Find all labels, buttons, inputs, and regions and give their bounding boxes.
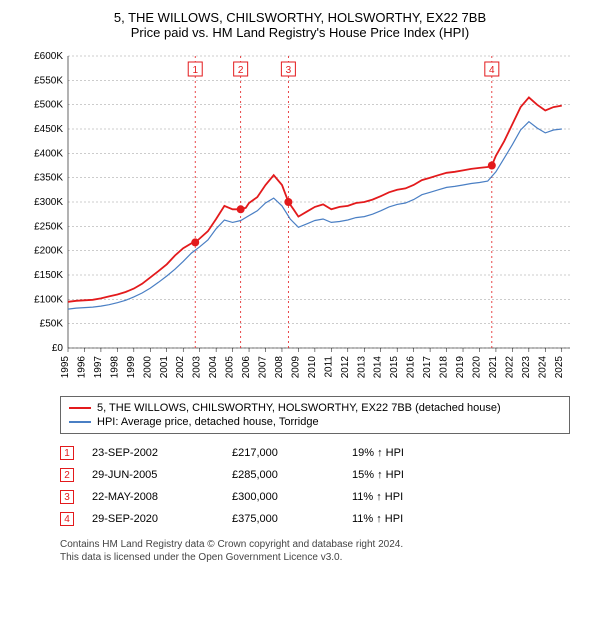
chart-title-line2: Price paid vs. HM Land Registry's House … — [10, 25, 590, 40]
svg-text:2021: 2021 — [488, 356, 499, 379]
chart-area: £0 £50K £100K £150K £200K £250K £300K £350K £400… — [20, 48, 580, 388]
svg-text:2023: 2023 — [521, 356, 532, 379]
svg-text:2025: 2025 — [554, 356, 565, 379]
svg-text:2013: 2013 — [356, 356, 367, 379]
sale-date: 23-SEP-2002 — [92, 447, 232, 459]
sale-price: £300,000 — [232, 491, 352, 503]
svg-text:2015: 2015 — [389, 356, 400, 379]
sale-date: 22-MAY-2008 — [92, 491, 232, 503]
legend-label: HPI: Average price, detached house, Torr… — [97, 416, 319, 428]
svg-text:£350K: £350K — [34, 173, 63, 184]
legend-box: 5, THE WILLOWS, CHILSWORTHY, HOLSWORTHY,… — [60, 396, 570, 434]
sale-hpi-delta: 11% ↑ HPI — [352, 513, 472, 525]
sale-price: £217,000 — [232, 447, 352, 459]
svg-text:2006: 2006 — [241, 356, 252, 379]
sale-date: 29-JUN-2005 — [92, 469, 232, 481]
svg-text:£0: £0 — [52, 343, 64, 354]
svg-text:£200K: £200K — [34, 246, 63, 257]
chart-title-block: 5, THE WILLOWS, CHILSWORTHY, HOLSWORTHY,… — [10, 10, 590, 40]
sale-price: £285,000 — [232, 469, 352, 481]
sale-row: 4 29-SEP-2020£375,00011% ↑ HPI — [60, 508, 570, 530]
svg-text:£400K: £400K — [34, 148, 63, 159]
sale-hpi-delta: 19% ↑ HPI — [352, 447, 472, 459]
svg-text:1995: 1995 — [60, 356, 71, 379]
svg-text:£450K: £450K — [34, 124, 63, 135]
svg-text:2003: 2003 — [192, 356, 203, 379]
svg-text:2008: 2008 — [274, 356, 285, 379]
sale-hpi-delta: 15% ↑ HPI — [352, 469, 472, 481]
svg-text:£300K: £300K — [34, 197, 63, 208]
sale-row: 2 29-JUN-2005£285,00015% ↑ HPI — [60, 464, 570, 486]
svg-text:2010: 2010 — [307, 356, 318, 379]
svg-text:2020: 2020 — [471, 356, 482, 379]
sale-marker-badge: 3 — [60, 490, 74, 504]
svg-text:2007: 2007 — [258, 356, 269, 379]
svg-text:2005: 2005 — [225, 356, 236, 379]
sale-hpi-delta: 11% ↑ HPI — [352, 491, 472, 503]
svg-text:2016: 2016 — [406, 356, 417, 379]
chart-title-line1: 5, THE WILLOWS, CHILSWORTHY, HOLSWORTHY,… — [10, 10, 590, 25]
svg-text:1998: 1998 — [109, 356, 120, 379]
svg-text:£150K: £150K — [34, 270, 63, 281]
legend-label: 5, THE WILLOWS, CHILSWORTHY, HOLSWORTHY,… — [97, 402, 501, 414]
sale-date: 29-SEP-2020 — [92, 513, 232, 525]
footer-line2: This data is licensed under the Open Gov… — [60, 551, 570, 564]
svg-text:1999: 1999 — [126, 356, 137, 379]
svg-text:£500K: £500K — [34, 100, 63, 111]
chart-svg: £0 £50K £100K £150K £200K £250K £300K £350K £400… — [20, 48, 580, 388]
svg-text:1: 1 — [192, 65, 198, 76]
svg-text:1996: 1996 — [76, 356, 87, 379]
svg-text:2001: 2001 — [159, 356, 170, 379]
sale-row: 1 23-SEP-2002£217,00019% ↑ HPI — [60, 442, 570, 464]
svg-text:3: 3 — [286, 65, 292, 76]
svg-text:2017: 2017 — [422, 356, 433, 379]
sale-marker-badge: 2 — [60, 468, 74, 482]
sale-marker-badge: 4 — [60, 512, 74, 526]
svg-text:4: 4 — [489, 65, 495, 76]
svg-text:£600K: £600K — [34, 51, 63, 62]
sale-marker-badge: 1 — [60, 446, 74, 460]
footer-line1: Contains HM Land Registry data © Crown c… — [60, 538, 570, 551]
sales-table: 1 23-SEP-2002£217,00019% ↑ HPI 2 29-JUN-200… — [60, 442, 570, 530]
svg-text:2014: 2014 — [373, 356, 384, 379]
svg-text:2002: 2002 — [175, 356, 186, 379]
svg-text:2022: 2022 — [504, 356, 515, 379]
svg-text:2000: 2000 — [142, 356, 153, 379]
sale-row: 3 22-MAY-2008£300,00011% ↑ HPI — [60, 486, 570, 508]
legend-swatch — [69, 421, 91, 423]
svg-text:£50K: £50K — [40, 319, 64, 330]
footer-attribution: Contains HM Land Registry data © Crown c… — [60, 538, 570, 564]
sale-price: £375,000 — [232, 513, 352, 525]
svg-text:£550K: £550K — [34, 75, 63, 86]
legend-swatch — [69, 407, 91, 409]
svg-text:2011: 2011 — [323, 356, 334, 378]
svg-text:1997: 1997 — [93, 356, 104, 379]
svg-text:2024: 2024 — [537, 356, 548, 379]
svg-text:2019: 2019 — [455, 356, 466, 379]
svg-text:2018: 2018 — [439, 356, 450, 379]
svg-text:2004: 2004 — [208, 356, 219, 379]
legend-row: 5, THE WILLOWS, CHILSWORTHY, HOLSWORTHY,… — [69, 401, 561, 415]
svg-text:2012: 2012 — [340, 356, 351, 379]
svg-text:2009: 2009 — [290, 356, 301, 379]
legend-row: HPI: Average price, detached house, Torr… — [69, 415, 561, 429]
svg-text:2: 2 — [238, 65, 244, 76]
svg-text:£100K: £100K — [34, 294, 63, 305]
svg-text:£250K: £250K — [34, 221, 63, 232]
